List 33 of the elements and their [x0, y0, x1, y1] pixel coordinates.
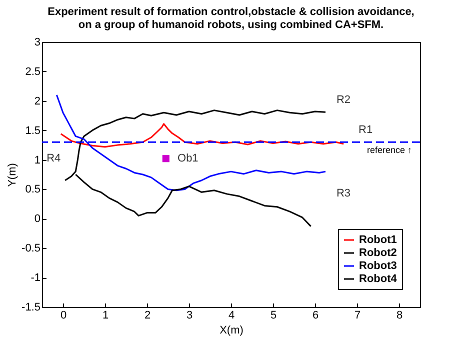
y-tick-label: 3: [34, 36, 40, 48]
x-tick-label: 5: [270, 310, 277, 322]
x-tick-label: 7: [354, 310, 361, 322]
y-axis-title: Y(m): [6, 163, 19, 187]
y-tick-label: 1: [34, 154, 40, 166]
x-tick-label: 6: [312, 310, 319, 322]
y-tick-label: -0.5: [22, 242, 40, 255]
y-tick-label: -1.5: [22, 302, 40, 314]
annotation: Ob1: [178, 152, 198, 165]
x-tick-label: 8: [396, 310, 403, 322]
legend-label: Robot2: [359, 247, 397, 259]
y-tick-label: 2.5: [25, 66, 40, 78]
x-tick-label: 2: [144, 310, 151, 322]
legend-label: Robot1: [359, 234, 397, 246]
y-tick-label: 1.5: [25, 124, 40, 137]
x-tick-label: 0: [60, 310, 67, 322]
legend-label: Robot4: [359, 273, 398, 285]
y-tick-label: 2: [34, 95, 40, 108]
y-tick-label: 0.5: [25, 184, 40, 196]
legend-label: Robot3: [359, 260, 397, 272]
x-tick-label: 4: [228, 310, 235, 322]
x-tick-label: 1: [102, 310, 109, 322]
y-tick-label: 0: [34, 213, 40, 226]
annotation: R2: [336, 94, 351, 106]
text: Experiment result of formation control,obstacle & collision avoidance,: [48, 6, 414, 18]
annotation: R3: [336, 188, 351, 200]
text: on a group of humanoid robots, using combined CA+SFM.: [78, 19, 384, 31]
annotation: R1: [358, 124, 373, 136]
x-tick-label: 3: [186, 310, 193, 322]
x-axis-title: X(m): [220, 324, 244, 336]
y-tick-label: -1: [30, 272, 40, 284]
annotation: R4: [46, 152, 61, 164]
ref-line-label: reference ↑: [366, 145, 412, 156]
